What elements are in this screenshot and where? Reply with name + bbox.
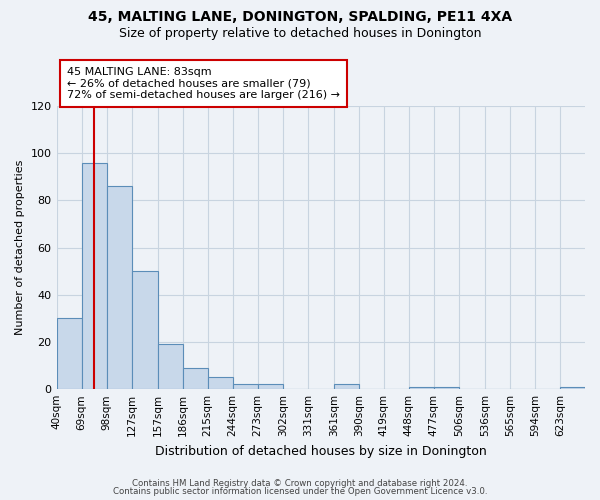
Bar [560,387,585,389]
Text: 45, MALTING LANE, DONINGTON, SPALDING, PE11 4XA: 45, MALTING LANE, DONINGTON, SPALDING, P… [88,10,512,24]
Text: 45 MALTING LANE: 83sqm
← 26% of detached houses are smaller (79)
72% of semi-det: 45 MALTING LANE: 83sqm ← 26% of detached… [67,67,340,100]
Bar [233,384,258,389]
X-axis label: Distribution of detached houses by size in Donington: Distribution of detached houses by size … [155,444,487,458]
Text: Contains HM Land Registry data © Crown copyright and database right 2024.: Contains HM Land Registry data © Crown c… [132,478,468,488]
Bar [158,344,182,389]
Bar [434,387,459,389]
Bar [409,387,434,389]
Bar [258,384,283,389]
Bar [334,384,359,389]
Bar [208,378,233,389]
Text: Size of property relative to detached houses in Donington: Size of property relative to detached ho… [119,28,481,40]
Text: Contains public sector information licensed under the Open Government Licence v3: Contains public sector information licen… [113,487,487,496]
Y-axis label: Number of detached properties: Number of detached properties [15,160,25,335]
Bar [56,318,82,389]
Bar [131,271,158,389]
Bar [182,368,208,389]
Bar [107,186,131,389]
Bar [82,162,107,389]
